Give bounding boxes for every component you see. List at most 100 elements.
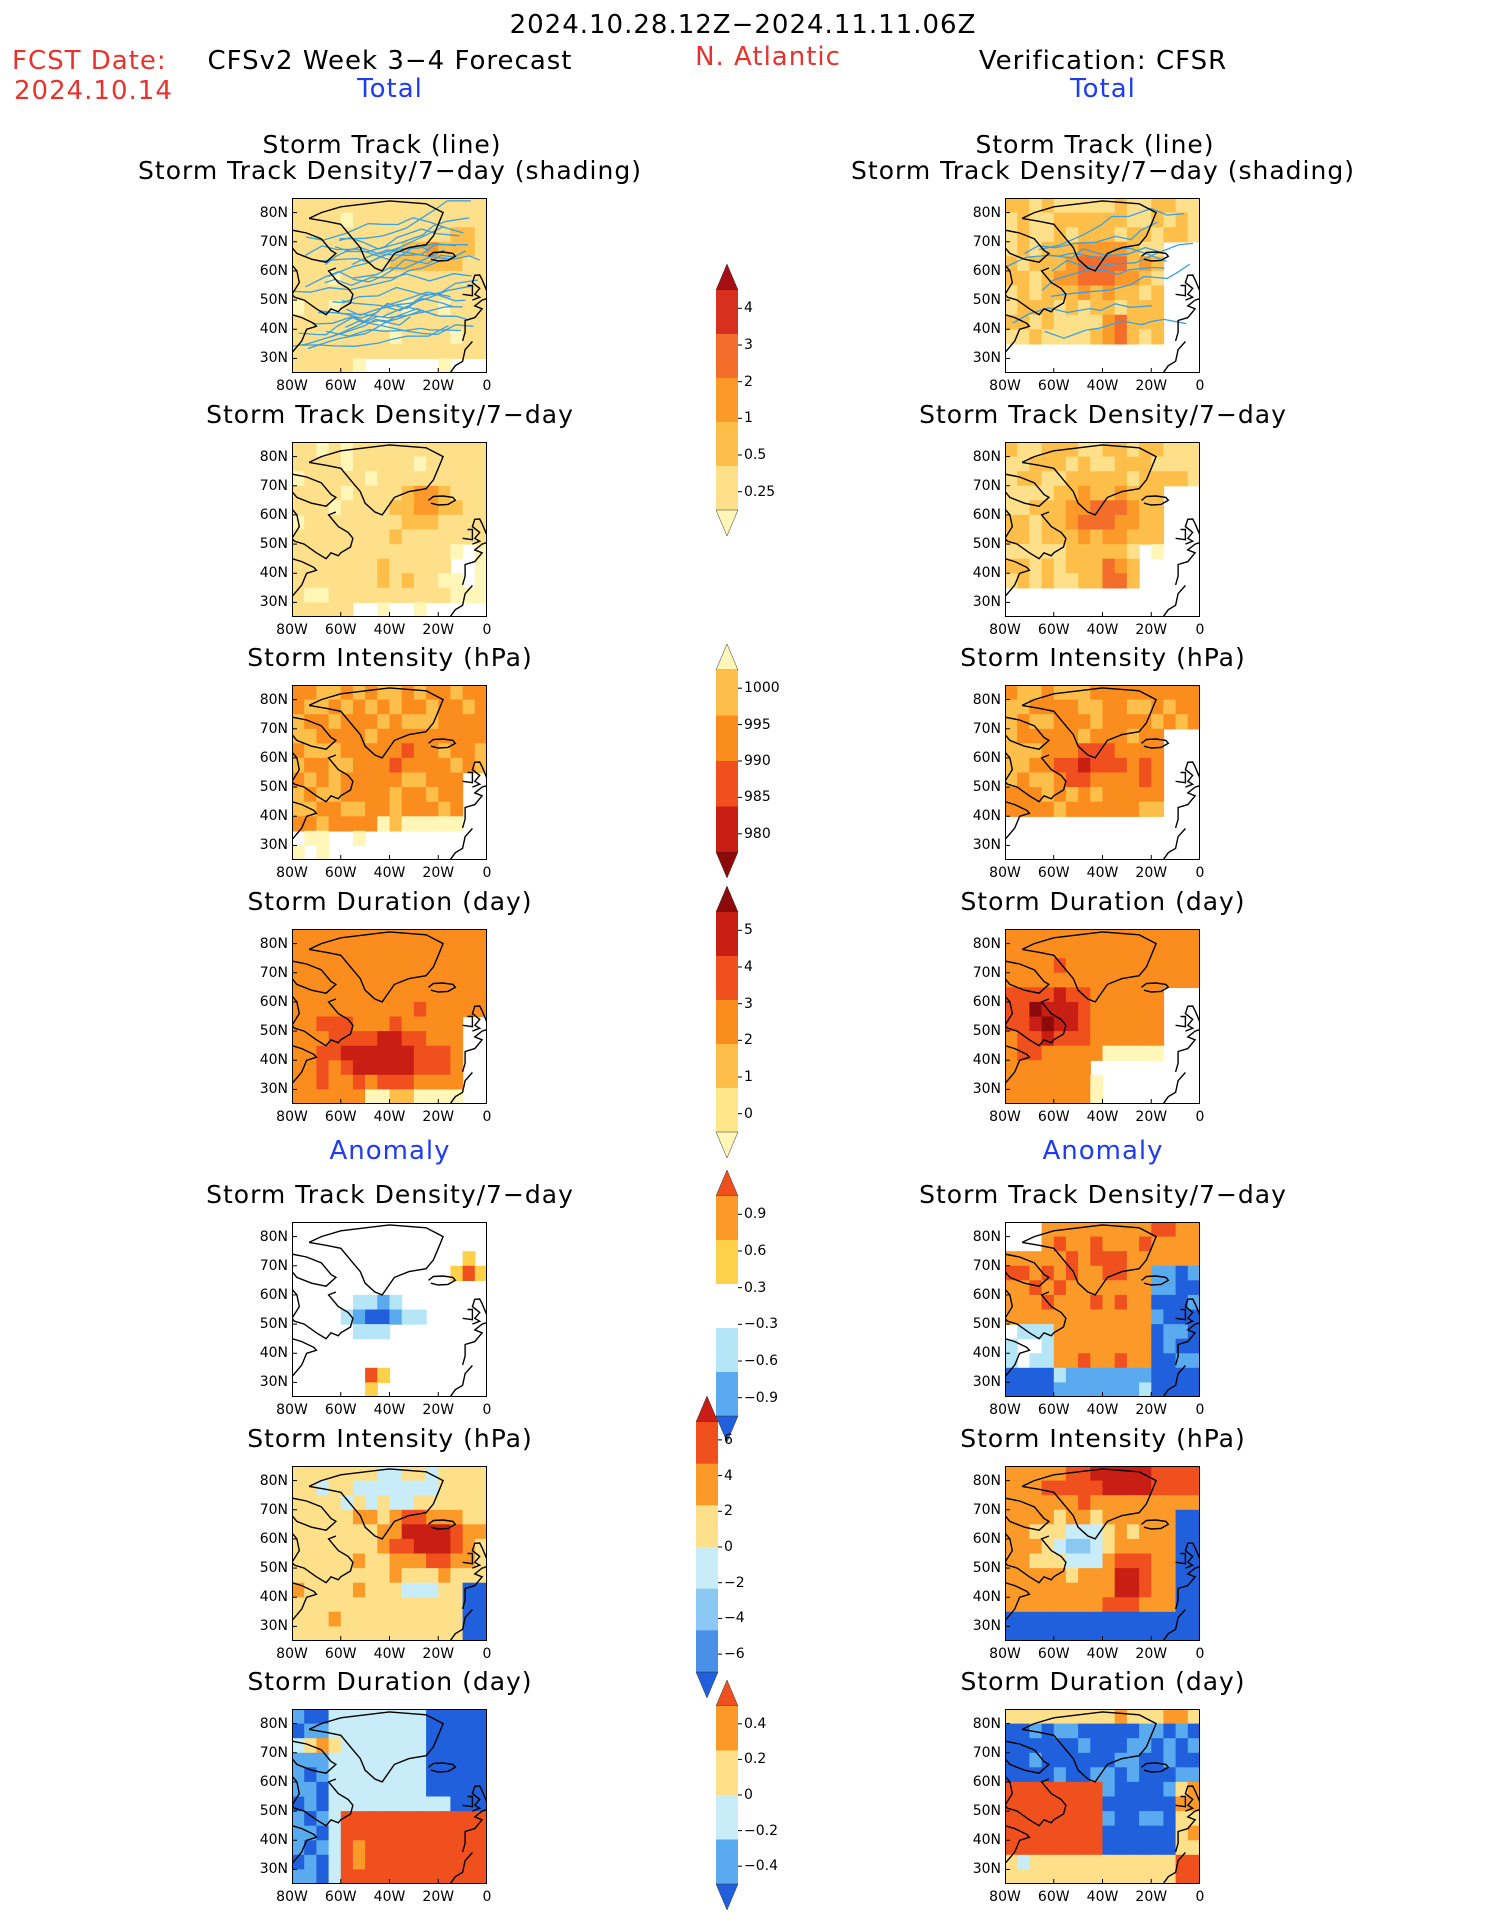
coastline (1174, 297, 1200, 342)
coastline (428, 1519, 457, 1530)
coastline (308, 1468, 444, 1540)
coastline (308, 687, 444, 759)
colorbar-graphic (715, 1679, 742, 1911)
lon-tick-label: 60W (1037, 1889, 1070, 1905)
map-left-track-density: 80N 70N 60N 50N 40N 30N 80W 60W 40W 20W 0 (260, 198, 491, 394)
coastline (292, 473, 338, 507)
coastline (449, 828, 473, 860)
lat-tick-label: 30N (259, 1861, 288, 1878)
coastline (1021, 931, 1157, 1003)
coastline (1005, 1045, 1031, 1085)
colorbar-label: 0.25 (744, 483, 776, 500)
coastline (1162, 828, 1186, 860)
lat-tick-label: 60N (259, 262, 288, 279)
coastline (1175, 284, 1187, 297)
lon-tick-label: 80W (989, 1109, 1021, 1125)
lon-tick-label: 80W (989, 1889, 1021, 1905)
lon-tick-label: 60W (324, 622, 357, 638)
lon-tick-label: 80W (989, 1646, 1021, 1662)
coastline (1005, 314, 1031, 354)
right-density-title: Storm Track Density/7−day (919, 400, 1287, 429)
coastline (461, 1565, 487, 1610)
lon-tick-label: 80W (989, 865, 1021, 881)
coastline (1184, 518, 1200, 545)
colorbar-bottom-arrow (715, 1883, 739, 1911)
lon-tick-label: 40W (1086, 1402, 1119, 1418)
coastline (1175, 1795, 1187, 1808)
lon-tick-label: 80W (276, 865, 308, 881)
colorbar-label: 5 (744, 922, 753, 939)
colorbar-segment (716, 1706, 738, 1751)
lat-tick-label: 70N (972, 964, 1001, 981)
storm-track-line (325, 327, 462, 337)
map-canvas (292, 1709, 487, 1884)
colorbar-bottom-arrow (715, 1131, 739, 1159)
colorbar-segment (716, 378, 738, 423)
lon-tick-label: 20W (1135, 378, 1168, 394)
lat-tick-label: 60N (972, 749, 1001, 766)
map-left-density: 80N 70N 60N 50N 40N 30N 80W 60W 40W 20W 0 (260, 442, 491, 638)
lon-tick-label: 80W (276, 378, 308, 394)
coastline (428, 738, 457, 749)
storm-track-line (305, 249, 445, 288)
lat-tick-label: 80N (259, 935, 288, 952)
lat-tick-label: 60N (259, 993, 288, 1010)
lat-tick-label: 40N (259, 1589, 288, 1606)
lat-tick-label: 50N (972, 1023, 1001, 1040)
coastline (471, 1542, 487, 1569)
coastline (462, 1015, 474, 1028)
right-total-label: Total (1070, 74, 1136, 104)
lat-tick-label: 40N (972, 565, 1001, 582)
lon-tick-label: 60W (1037, 622, 1070, 638)
lat-tick-label: 50N (972, 1803, 1001, 1820)
coastline (1005, 1582, 1031, 1622)
lon-tick-label: 0 (1195, 1402, 1205, 1418)
lat-tick-label: 40N (259, 1832, 288, 1849)
coastline (292, 1497, 338, 1531)
lat-tick-label: 70N (972, 477, 1001, 494)
coastline (1005, 1288, 1067, 1340)
colorbar-density-anomaly: 0.9 0.6 0.3 −0.3 −0.6 −0.9 (712, 1168, 812, 1444)
coastline (462, 771, 474, 784)
lat-tick-label: 60N (259, 1286, 288, 1303)
coastline (1175, 1308, 1187, 1321)
coastline (471, 1785, 487, 1812)
lat-tick-label: 40N (259, 1345, 288, 1362)
lon-tick-label: 40W (1086, 1109, 1119, 1125)
lat-tick-label: 70N (972, 720, 1001, 737)
colorbar-segment (716, 422, 738, 467)
colorbar-duration-total: 5 4 3 2 1 0 (712, 884, 812, 1160)
right-anomaly-label: Anomaly (1042, 1136, 1164, 1166)
colorbar-segment (716, 1284, 738, 1329)
coastline (1162, 585, 1186, 617)
colorbar-intensity-total: 1000 995 990 985 980 (712, 642, 812, 880)
coastline (461, 1321, 487, 1366)
lon-tick-label: 80W (276, 1109, 308, 1125)
right-track-line-title: Storm Track (line) (975, 130, 1215, 159)
lon-tick-label: 0 (482, 378, 492, 394)
coastline (1141, 251, 1170, 262)
coastline (1005, 473, 1051, 507)
lat-tick-label: 40N (972, 321, 1001, 338)
lat-tick-label: 40N (972, 1589, 1001, 1606)
colorbar-segment (716, 1044, 738, 1089)
lon-tick-label: 80W (276, 1889, 308, 1905)
coastline (449, 585, 473, 617)
coastline (461, 1808, 487, 1853)
coastline (1005, 960, 1051, 994)
colorbar-label: 0 (744, 1105, 753, 1122)
storm-track-line (1051, 242, 1193, 272)
coastline (1005, 229, 1051, 263)
lat-tick-label: 60N (972, 993, 1001, 1010)
verification-title: Verification: CFSR (978, 46, 1228, 76)
storm-track-line (1050, 263, 1191, 298)
lon-tick-label: 40W (373, 622, 406, 638)
coastline (1005, 508, 1067, 560)
colorbar-intensity-anomaly: 6 4 2 0 −2 −4 −6 (692, 1394, 792, 1700)
coastline (1175, 1015, 1187, 1028)
coastline (449, 1365, 473, 1397)
coastline (1141, 495, 1170, 506)
lon-tick-label: 60W (1037, 378, 1070, 394)
coastline (1174, 1565, 1200, 1610)
map-canvas (1005, 929, 1200, 1104)
